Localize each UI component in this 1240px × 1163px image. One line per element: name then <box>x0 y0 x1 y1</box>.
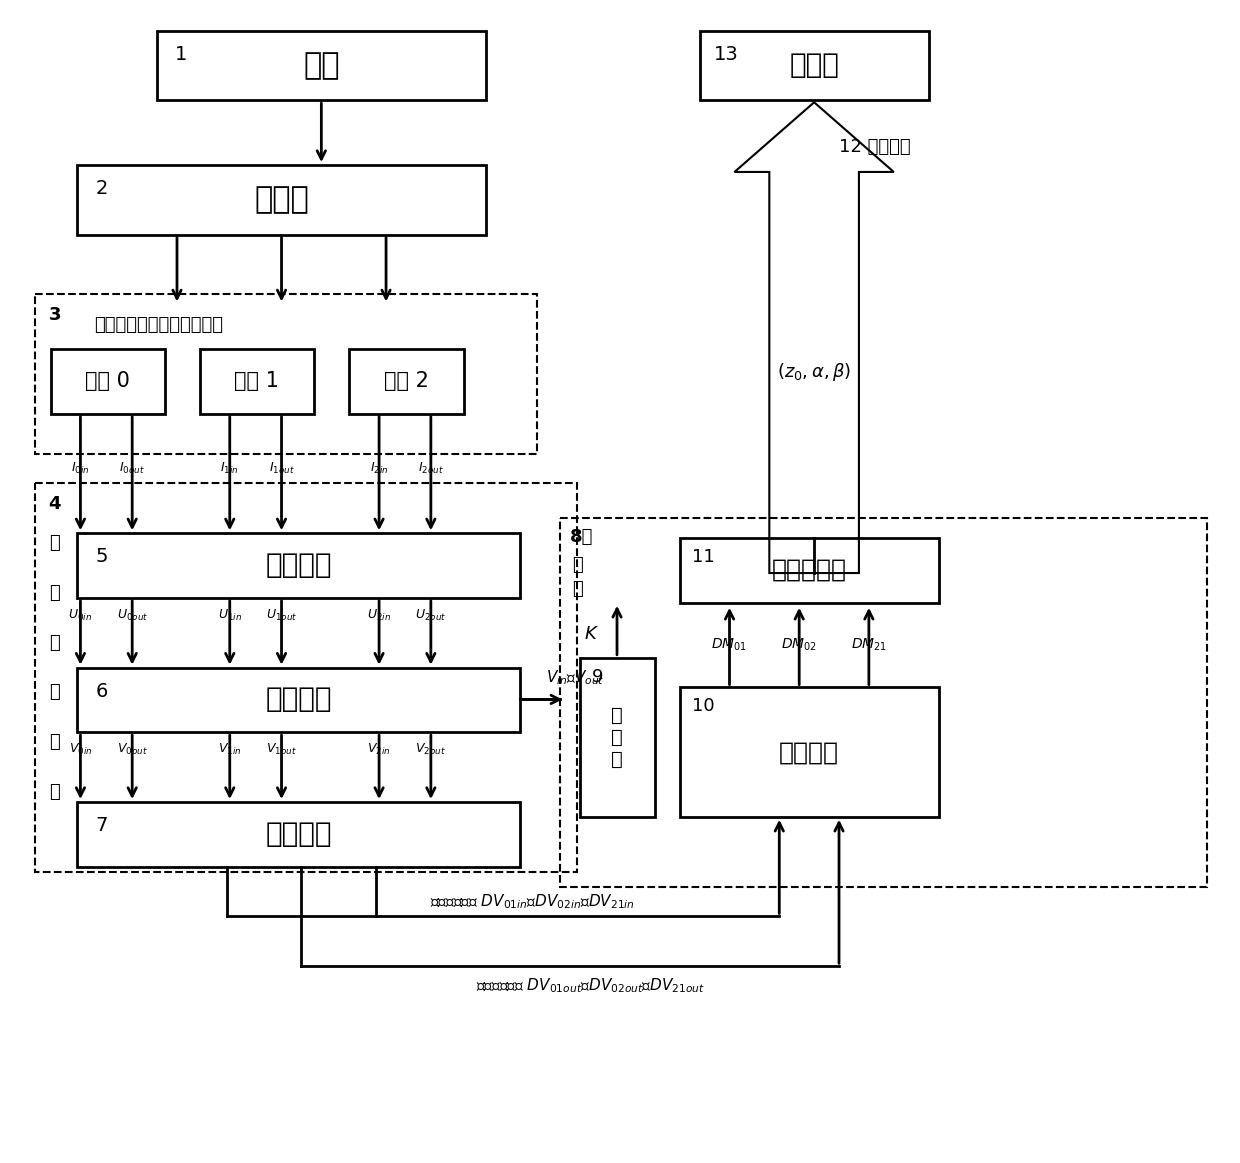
Bar <box>680 687 939 816</box>
Text: 叶尖间隙三维光纤检测探头: 叶尖间隙三维光纤检测探头 <box>94 316 223 334</box>
Text: 置: 置 <box>50 584 60 602</box>
Text: 前: 前 <box>50 534 60 552</box>
Text: 光源: 光源 <box>303 51 340 80</box>
Text: 6: 6 <box>95 682 108 700</box>
Text: $K$: $K$ <box>584 625 599 643</box>
Text: 机: 机 <box>572 580 583 598</box>
Text: 基元 0: 基元 0 <box>84 371 130 391</box>
Text: $V_{1out}$: $V_{1out}$ <box>267 742 296 757</box>
Bar <box>580 657 655 816</box>
Text: 4: 4 <box>48 495 61 513</box>
Bar <box>77 802 521 866</box>
Text: $I_{1out}$: $I_{1out}$ <box>269 461 294 476</box>
Text: 片: 片 <box>572 556 583 575</box>
Text: 7: 7 <box>95 816 108 835</box>
Text: $V_{2in}$: $V_{2in}$ <box>367 742 391 757</box>
Bar <box>680 538 939 602</box>
Text: $I_{0out}$: $I_{0out}$ <box>119 461 145 476</box>
Bar <box>200 349 315 414</box>
Text: $U_{0out}$: $U_{0out}$ <box>117 608 148 623</box>
Text: 分光器: 分光器 <box>254 185 309 214</box>
Text: 上位机: 上位机 <box>789 51 839 79</box>
Bar <box>51 349 165 414</box>
Text: $V_{0out}$: $V_{0out}$ <box>117 742 148 757</box>
Text: $U_{2out}$: $U_{2out}$ <box>415 608 446 623</box>
Text: 基元 2: 基元 2 <box>383 371 428 391</box>
Text: 8单: 8单 <box>570 528 594 547</box>
Bar <box>350 349 464 414</box>
Bar <box>35 294 537 454</box>
Text: $DM_{21}$: $DM_{21}$ <box>851 636 887 652</box>
Text: $I_{1in}$: $I_{1in}$ <box>221 461 239 476</box>
Text: 12 通讯总线: 12 通讯总线 <box>839 138 910 156</box>
Text: 2: 2 <box>95 179 108 198</box>
Text: $I_{2out}$: $I_{2out}$ <box>418 461 444 476</box>
Text: $I_{0in}$: $I_{0in}$ <box>71 461 89 476</box>
Bar <box>77 165 486 235</box>
Bar <box>699 30 929 100</box>
Text: 电: 电 <box>50 733 60 751</box>
Text: $V_{2out}$: $V_{2out}$ <box>415 742 446 757</box>
Text: 11: 11 <box>692 548 714 566</box>
Text: $V_{in}$、$V_{out}$: $V_{in}$、$V_{out}$ <box>546 669 604 687</box>
Text: 13: 13 <box>713 44 738 64</box>
Bar <box>77 533 521 598</box>
Text: $U_{1in}$: $U_{1in}$ <box>218 608 242 623</box>
Bar <box>35 484 577 871</box>
Text: $I_{2in}$: $I_{2in}$ <box>370 461 388 476</box>
Text: 10: 10 <box>692 698 714 715</box>
Text: 比除运算: 比除运算 <box>779 740 839 764</box>
Text: 放大跟随: 放大跟随 <box>265 685 331 713</box>
Text: 9: 9 <box>593 668 604 685</box>
Bar <box>77 668 521 733</box>
Text: 5: 5 <box>95 547 108 566</box>
Text: 内圈差分信号 $DV_{01in}$，$DV_{02in}$，$DV_{21in}$: 内圈差分信号 $DV_{01in}$，$DV_{02in}$，$DV_{21in… <box>430 893 635 912</box>
Text: 理: 理 <box>50 684 60 701</box>
Text: $U_{1out}$: $U_{1out}$ <box>265 608 298 623</box>
Text: 光电转换: 光电转换 <box>265 551 331 579</box>
Text: $DM_{01}$: $DM_{01}$ <box>712 636 748 652</box>
Text: 预
定
位: 预 定 位 <box>611 706 622 769</box>
Text: $V_{0in}$: $V_{0in}$ <box>68 742 92 757</box>
Text: $U_{2in}$: $U_{2in}$ <box>367 608 391 623</box>
Text: 外圈差分信号 $DV_{01out}$，$DV_{02out}$，$DV_{21out}$: 外圈差分信号 $DV_{01out}$，$DV_{02out}$，$DV_{21… <box>476 976 704 994</box>
Text: 1: 1 <box>175 44 187 64</box>
Text: $(z_0, \alpha, \beta)$: $(z_0, \alpha, \beta)$ <box>777 361 851 383</box>
Text: 减法模块: 减法模块 <box>265 820 331 848</box>
Text: 方程组解算: 方程组解算 <box>771 558 847 582</box>
Text: 路: 路 <box>50 783 60 801</box>
Text: $V_{1in}$: $V_{1in}$ <box>218 742 242 757</box>
Text: $U_{0in}$: $U_{0in}$ <box>68 608 93 623</box>
Text: $DM_{02}$: $DM_{02}$ <box>781 636 817 652</box>
Text: 3: 3 <box>48 306 61 324</box>
Bar <box>157 30 486 100</box>
Bar <box>560 519 1208 886</box>
Text: 处: 处 <box>50 634 60 651</box>
Text: 基元 1: 基元 1 <box>234 371 279 391</box>
